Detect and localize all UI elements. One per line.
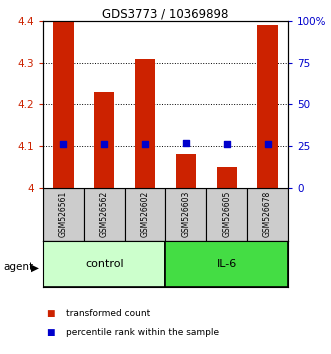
Text: IL-6: IL-6 xyxy=(216,259,237,269)
Bar xyxy=(257,25,278,188)
Point xyxy=(61,142,66,147)
Text: ■: ■ xyxy=(46,309,55,318)
Text: control: control xyxy=(85,259,123,269)
Bar xyxy=(125,188,166,241)
Point xyxy=(265,142,270,147)
Text: GSM526678: GSM526678 xyxy=(263,191,272,237)
Bar xyxy=(216,167,237,188)
Text: transformed count: transformed count xyxy=(66,309,151,318)
Bar xyxy=(166,188,206,241)
Text: GSM526561: GSM526561 xyxy=(59,191,68,237)
Text: percentile rank within the sample: percentile rank within the sample xyxy=(66,328,219,337)
Bar xyxy=(84,188,125,241)
Bar xyxy=(135,59,155,188)
Text: ■: ■ xyxy=(46,328,55,337)
Bar xyxy=(53,21,73,188)
Bar xyxy=(176,154,196,188)
Point xyxy=(183,140,189,145)
Bar xyxy=(94,92,115,188)
Bar xyxy=(43,188,84,241)
Text: GSM526605: GSM526605 xyxy=(222,191,231,238)
Point xyxy=(224,142,229,147)
Text: agent: agent xyxy=(3,262,33,272)
Point xyxy=(102,142,107,147)
Title: GDS3773 / 10369898: GDS3773 / 10369898 xyxy=(102,7,229,20)
Point xyxy=(142,142,148,147)
Text: GSM526562: GSM526562 xyxy=(100,191,109,237)
Text: ▶: ▶ xyxy=(31,262,39,272)
Bar xyxy=(166,241,288,287)
Text: GSM526602: GSM526602 xyxy=(141,191,150,237)
Text: GSM526603: GSM526603 xyxy=(181,191,190,238)
Bar xyxy=(206,188,247,241)
Bar xyxy=(247,188,288,241)
Bar xyxy=(43,241,166,287)
